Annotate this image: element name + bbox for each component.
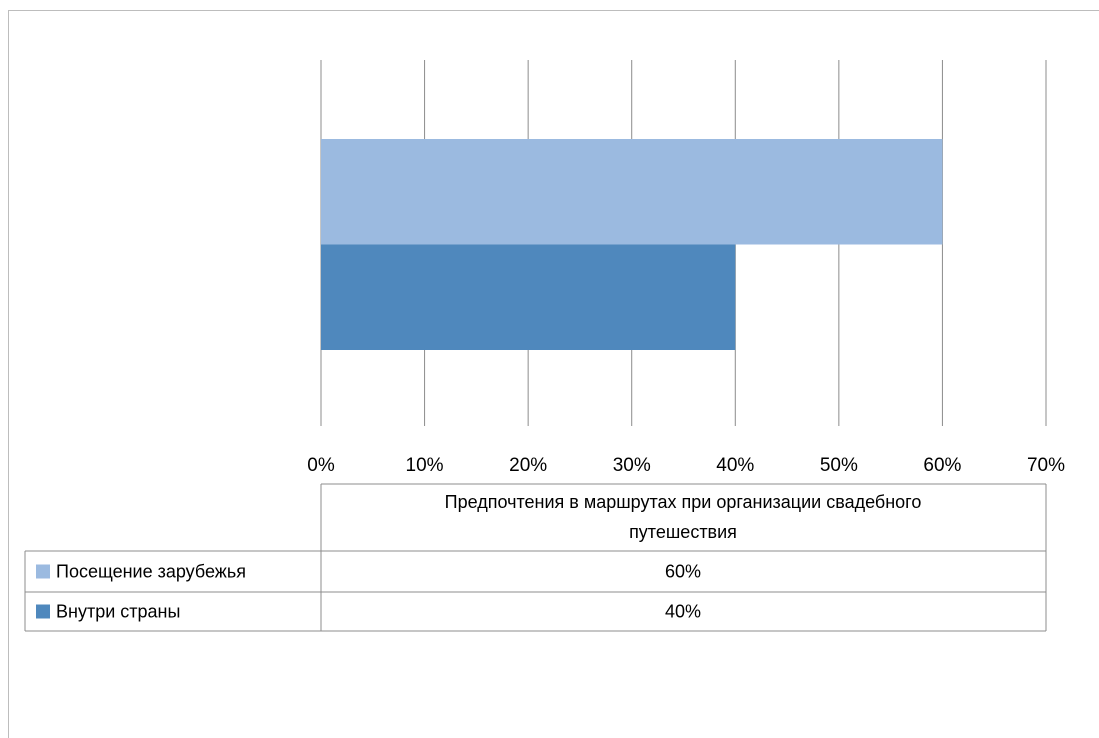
x-axis-ticks: 0% 10% 20% 30% 40% 50% 60% 70% (307, 455, 1065, 476)
x-tick-label: 70% (1027, 455, 1065, 476)
x-tick-label: 50% (820, 455, 858, 476)
x-tick-label: 0% (307, 455, 335, 476)
bar-abroad (321, 139, 943, 245)
x-tick-label: 20% (509, 455, 547, 476)
x-tick-label: 40% (716, 455, 754, 476)
data-label: 60% (665, 562, 701, 582)
bar-domestic (321, 244, 736, 350)
series-name: Посещение зарубежья (56, 562, 246, 582)
bars (321, 139, 943, 350)
chart-frame (8, 10, 1099, 738)
x-tick-label: 10% (406, 455, 444, 476)
series-name: Внутри страны (56, 602, 180, 622)
data-label: 40% (665, 602, 701, 622)
data-table: Предпочтения в маршрутах при организации… (24, 483, 1047, 632)
x-tick-label: 30% (613, 455, 651, 476)
legend-swatch (36, 604, 50, 619)
x-tick-label: 60% (923, 455, 961, 476)
legend-swatch (36, 564, 50, 579)
category-label-line-1: Предпочтения в маршрутах при организации… (445, 492, 922, 512)
category-label-line-2: путешествия (629, 522, 737, 542)
